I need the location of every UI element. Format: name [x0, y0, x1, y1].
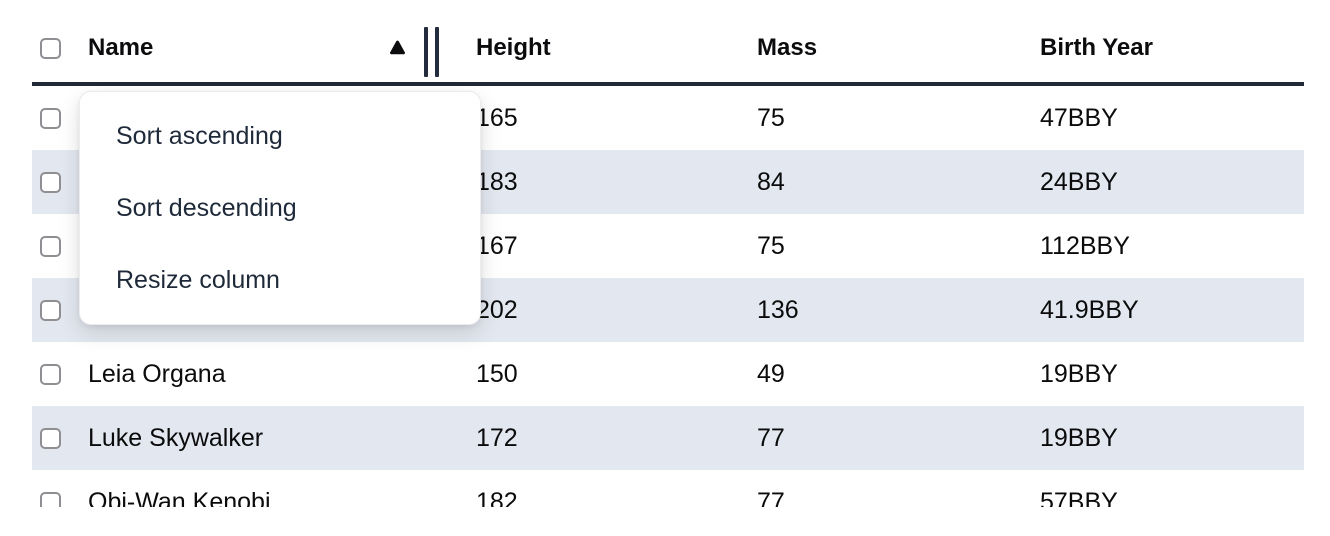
cell-mass: 49	[757, 359, 785, 388]
header-select-cell	[32, 37, 88, 59]
row-checkbox[interactable]	[40, 363, 61, 385]
cell-height: 172	[476, 423, 518, 452]
cell-mass: 77	[757, 487, 785, 508]
cell-birth-year: 24BBY	[1040, 167, 1118, 196]
cell-birth-year: 47BBY	[1040, 103, 1118, 132]
column-header-mass[interactable]: Mass	[757, 34, 818, 61]
cell-name: Luke Skywalker	[88, 423, 264, 452]
resize-bar-right	[435, 27, 439, 77]
row-checkbox[interactable]	[40, 491, 61, 507]
column-header-name[interactable]: Name	[88, 34, 154, 61]
column-context-menu: Sort ascending Sort descending Resize co…	[79, 91, 481, 325]
cell-height: 202	[476, 295, 518, 324]
cell-height: 182	[476, 487, 518, 508]
cell-mass: 84	[757, 167, 785, 196]
cell-birth-year: 112BBY	[1040, 231, 1130, 260]
cell-birth-year: 41.9BBY	[1040, 295, 1139, 324]
table-row[interactable]: 167 75 112BBY	[32, 214, 1304, 278]
cell-height: 183	[476, 167, 518, 196]
table-row[interactable]: 165 75 47BBY	[32, 86, 1304, 150]
cell-name: Obi-Wan Kenobi	[88, 487, 271, 508]
cell-height: 150	[476, 359, 518, 388]
menu-item-sort-ascending[interactable]: Sort ascending	[116, 121, 283, 150]
row-checkbox[interactable]	[40, 171, 61, 193]
row-checkbox[interactable]	[40, 235, 61, 257]
cell-mass: 77	[757, 423, 785, 452]
cell-mass: 75	[757, 103, 785, 132]
column-header-birth-year[interactable]: Birth Year	[1040, 34, 1153, 61]
cell-birth-year: 19BBY	[1040, 359, 1118, 388]
row-checkbox[interactable]	[40, 427, 61, 449]
menu-item-resize-column[interactable]: Resize column	[116, 265, 280, 294]
cell-mass: 75	[757, 231, 785, 260]
cell-height: 167	[476, 231, 518, 260]
cell-birth-year: 19BBY	[1040, 423, 1118, 452]
menu-item-sort-descending[interactable]: Sort descending	[116, 193, 297, 222]
row-checkbox[interactable]	[40, 299, 61, 321]
resize-bar-left	[424, 27, 428, 77]
column-header-height[interactable]: Height	[476, 34, 551, 61]
table-header-row: Name Height Mass Birth Year	[32, 0, 1304, 86]
select-all-checkbox[interactable]	[40, 37, 61, 59]
table-row[interactable]: Luke Skywalker 172 77 19BBY	[32, 406, 1304, 470]
row-checkbox[interactable]	[40, 107, 61, 129]
cell-name: Leia Organa	[88, 359, 226, 388]
table-row[interactable]: Obi-Wan Kenobi 182 77 57BBY	[32, 470, 1304, 507]
sort-ascending-icon	[390, 40, 405, 55]
column-resize-handle[interactable]	[424, 27, 439, 77]
cell-mass: 136	[757, 295, 799, 324]
cell-height: 165	[476, 103, 518, 132]
table-row[interactable]: Leia Organa 150 49 19BBY	[32, 342, 1304, 406]
cell-birth-year: 57BBY	[1040, 487, 1118, 508]
